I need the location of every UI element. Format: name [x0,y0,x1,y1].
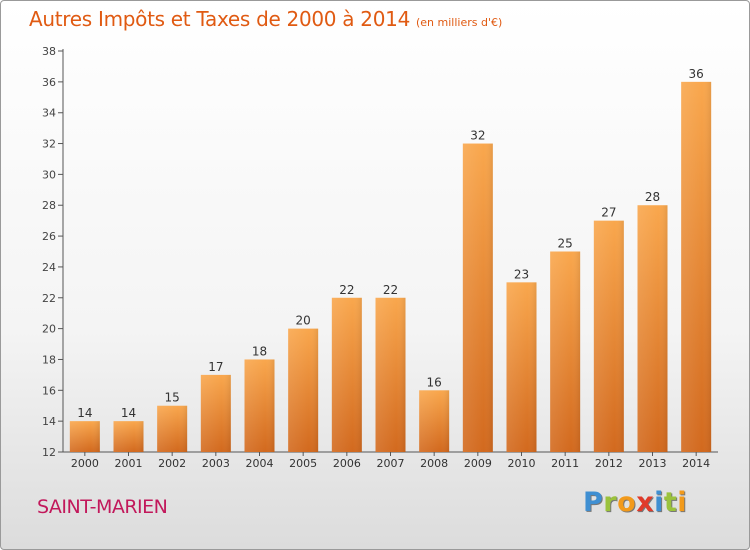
bar-shade [462,143,493,453]
logo-letter: x [636,487,655,518]
bar-shade [331,297,362,452]
x-tick-label: 2014 [682,457,710,470]
bar-value-label: 27 [601,206,616,220]
y-tick-label: 36 [42,76,56,89]
commune-name: SAINT-MARIEN [37,496,168,518]
bar-value-label: 18 [252,344,267,358]
x-tick-label: 2000 [71,457,99,470]
logo-letter: i [654,487,664,518]
bar-shade [375,297,406,452]
chart-title: Autres Impôts et Taxes de 2000 à 2014 (en… [29,7,502,31]
y-tick-label: 28 [42,199,56,212]
y-tick-label: 18 [42,353,56,366]
y-tick-label: 34 [42,107,56,120]
logo-letter: P [583,487,604,518]
logo-letter: o [617,487,637,518]
x-tick-label: 2008 [420,457,448,470]
y-tick-label: 22 [42,292,56,305]
logo-letter: r [603,487,618,518]
x-tick-label: 2010 [508,457,536,470]
logo-letter: i [677,487,688,518]
bar-value-label: 20 [296,314,311,328]
bar-value-label: 17 [208,360,223,374]
y-tick-label: 32 [42,138,56,151]
x-tick-label: 2002 [158,457,186,470]
bar-shade [681,81,712,452]
proxiti-logo: Proxiti [583,487,687,518]
x-tick-label: 2011 [551,457,579,470]
bar-value-label: 32 [470,129,485,143]
y-tick-label: 16 [42,384,56,397]
bar-value-label: 36 [689,67,704,81]
bar-shade [419,390,450,452]
bar-value-label: 25 [558,237,573,251]
y-tick-label: 24 [42,261,56,274]
bar-shade [506,282,537,452]
bar-shade [113,421,144,452]
y-tick-label: 12 [42,446,56,459]
x-tick-label: 2013 [639,457,667,470]
x-tick-label: 2007 [377,457,405,470]
x-tick-label: 2003 [202,457,230,470]
x-tick-label: 2009 [464,457,492,470]
y-tick-label: 30 [42,168,56,181]
chart-subtitle: (en milliers d'€) [416,16,503,29]
bar-value-label: 16 [427,375,442,389]
bar-shade [244,359,275,452]
bar-shade [288,328,319,452]
y-tick-label: 20 [42,323,56,336]
bar-shade [69,421,100,452]
x-tick-label: 2005 [289,457,317,470]
x-tick-label: 2001 [115,457,143,470]
bar-value-label: 28 [645,190,660,204]
bar-shade [550,251,581,452]
y-axis: 12 14 16 18 20 22 24 26 28 30 32 34 36 38 [42,45,64,459]
y-tick-label: 26 [42,230,56,243]
y-tick-label: 14 [42,415,56,428]
bar-shade [157,405,188,452]
bar-shade [200,374,231,452]
chart-title-text: Autres Impôts et Taxes de 2000 à 2014 [29,7,410,31]
x-tick-label: 2006 [333,457,361,470]
bar-shade [637,205,668,452]
logo-letter: t [663,487,678,518]
bar-value-label: 22 [383,283,398,297]
bars: 14 14 15 17 18 20 22 22 16 32 23 25 27 28 36 [69,67,712,453]
x-tick-label: 2004 [246,457,274,470]
y-tick-label: 38 [42,45,56,58]
x-tick-label: 2012 [595,457,623,470]
bar-value-label: 14 [77,406,92,420]
bar-value-label: 22 [339,283,354,297]
x-axis: 2000 2001 2002 2003 2004 2005 2006 2007 2008 2009… [63,451,718,470]
bar-value-label: 15 [165,391,180,405]
bar-shade [593,220,624,452]
bar-value-label: 23 [514,267,529,281]
bar-value-label: 14 [121,406,136,420]
